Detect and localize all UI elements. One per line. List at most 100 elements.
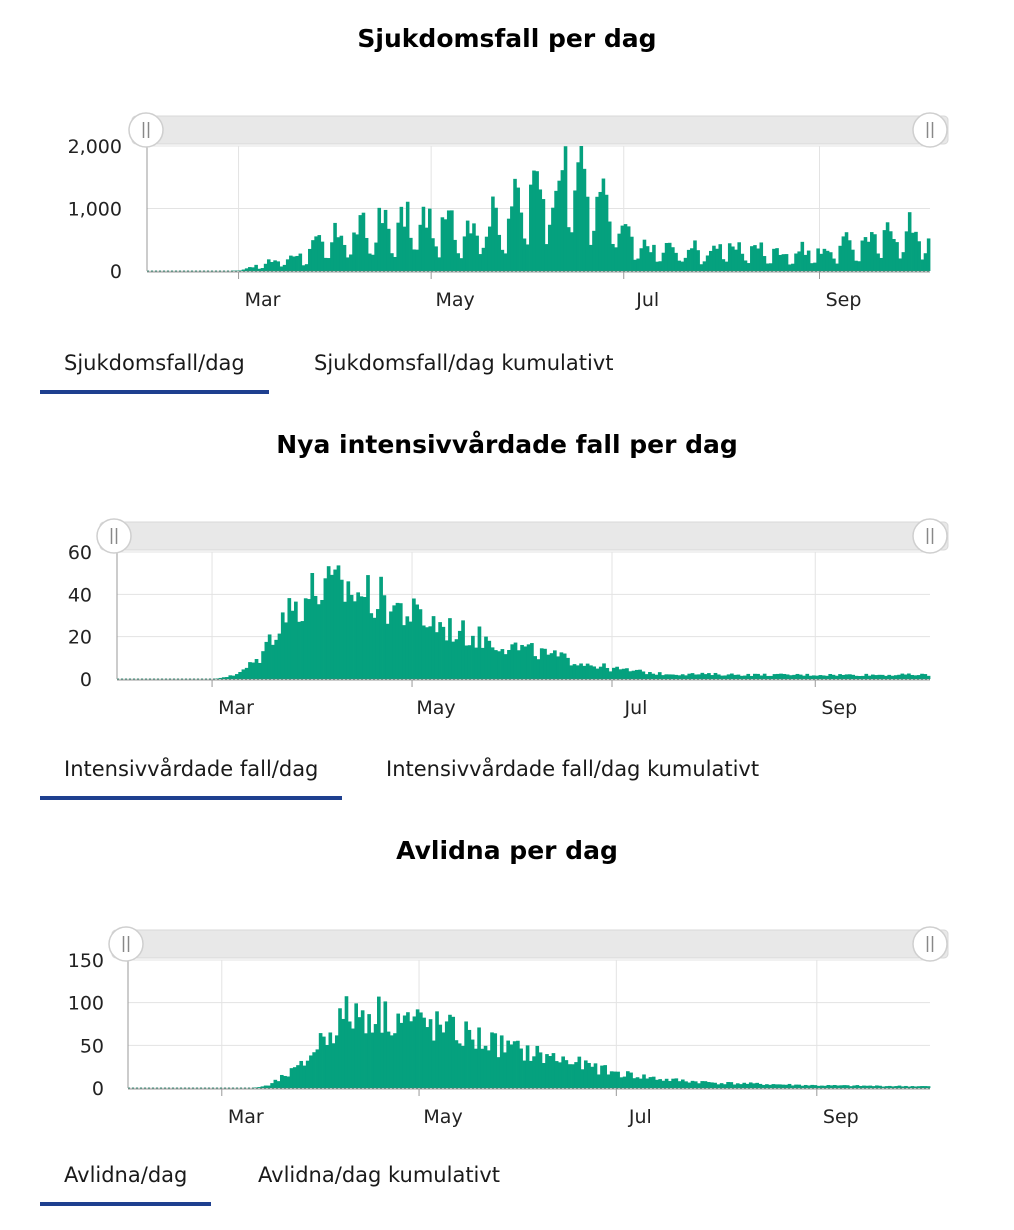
bar <box>562 653 567 679</box>
slider-handle-left[interactable] <box>96 518 132 554</box>
bar <box>667 242 672 271</box>
bar <box>529 1060 533 1088</box>
bar <box>713 672 718 679</box>
tab-daily[interactable]: Intensivvårdade fall/dag <box>40 746 343 800</box>
bar <box>464 645 469 679</box>
range-slider[interactable] <box>108 926 949 962</box>
bar <box>651 673 656 679</box>
bar <box>354 1003 358 1088</box>
bar <box>342 244 347 271</box>
bar <box>904 231 909 271</box>
x-tick-label: May <box>423 1106 462 1128</box>
bar <box>806 250 811 271</box>
bar <box>457 630 462 679</box>
bar <box>385 623 390 679</box>
tab-cumulative[interactable]: Intensivvårdade fall/dag kumulativt <box>386 757 760 781</box>
y-tick-label: 20 <box>68 627 92 649</box>
bar <box>546 654 551 679</box>
bar <box>897 1085 902 1088</box>
y-tick-label: 0 <box>110 261 122 283</box>
bar <box>733 674 737 679</box>
bar <box>270 1083 274 1088</box>
bar <box>861 675 865 679</box>
tab-cumulative[interactable]: Sjukdomsfall/dag kumulativt <box>314 351 614 375</box>
bar <box>729 1082 734 1088</box>
bar <box>860 240 865 271</box>
bar <box>444 1021 449 1088</box>
bar <box>739 1084 743 1088</box>
bar <box>621 668 626 679</box>
bar <box>497 234 502 271</box>
bar <box>424 227 429 271</box>
bar <box>926 1086 931 1088</box>
bar <box>697 674 701 679</box>
bar <box>696 250 700 271</box>
range-slider[interactable] <box>96 518 949 554</box>
bar <box>225 677 229 679</box>
bar <box>664 1078 669 1088</box>
bar <box>835 263 839 271</box>
bar <box>926 675 931 679</box>
bar <box>719 1083 724 1088</box>
bar <box>338 1008 342 1088</box>
bar <box>520 644 524 679</box>
bar <box>386 228 391 271</box>
slider-handle-left[interactable] <box>128 112 164 148</box>
bar <box>279 1074 284 1088</box>
bar <box>451 1016 456 1088</box>
bar <box>377 207 382 271</box>
bars <box>254 996 931 1088</box>
bar <box>398 603 403 679</box>
bar <box>890 675 895 679</box>
bar <box>465 220 470 271</box>
bar <box>500 649 505 679</box>
bar <box>629 1072 633 1088</box>
bar <box>285 259 290 271</box>
tab-cumulative[interactable]: Avlidna/dag kumulativt <box>258 1163 501 1187</box>
tab-daily[interactable]: Avlidna/dag <box>40 1152 212 1206</box>
bar <box>775 248 779 271</box>
bar <box>926 238 931 271</box>
bar <box>649 252 653 271</box>
bar <box>713 1082 717 1088</box>
bar <box>290 610 295 679</box>
bar <box>677 260 681 271</box>
bar <box>680 261 685 271</box>
bar <box>308 248 312 271</box>
bar <box>351 1028 355 1088</box>
bar <box>415 249 419 271</box>
bar <box>671 247 675 271</box>
bar <box>700 672 705 679</box>
bar <box>462 236 467 271</box>
bar <box>402 625 406 679</box>
range-slider[interactable] <box>128 112 949 148</box>
bar <box>575 665 580 679</box>
bar <box>419 1012 423 1088</box>
slider-handle-right[interactable] <box>912 926 948 962</box>
bar <box>772 674 777 679</box>
bar <box>745 1083 750 1088</box>
bar <box>888 231 893 271</box>
tab-daily[interactable]: Sjukdomsfall/dag <box>40 340 269 394</box>
bar <box>851 249 855 271</box>
bar <box>892 238 896 271</box>
bar <box>864 673 869 679</box>
bar <box>625 668 629 679</box>
bar <box>774 1084 779 1088</box>
bar <box>543 648 547 679</box>
slider-handle-right[interactable] <box>912 112 948 148</box>
slider-handle-right[interactable] <box>912 518 948 554</box>
bar <box>613 1071 617 1088</box>
bar <box>267 1085 271 1088</box>
bar <box>402 1015 407 1088</box>
bar <box>699 264 704 271</box>
bar <box>484 236 489 271</box>
bar <box>765 1084 769 1088</box>
bar <box>736 674 741 679</box>
slider-handle-left[interactable] <box>108 926 144 962</box>
bar <box>406 1012 410 1088</box>
bar <box>270 262 274 271</box>
bar <box>443 219 448 271</box>
bar <box>836 1085 840 1088</box>
bar <box>428 1019 433 1088</box>
